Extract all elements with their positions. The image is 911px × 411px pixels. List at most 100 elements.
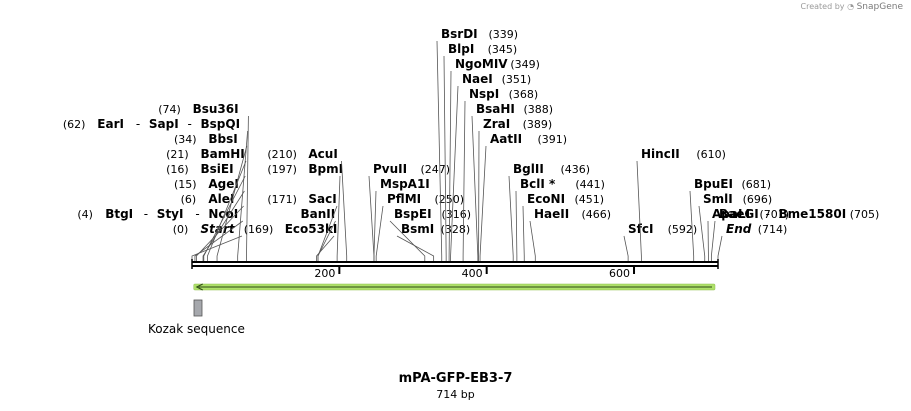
site-leader: [368, 175, 375, 261]
site-position: (681): [742, 178, 772, 191]
site-leader: [698, 205, 706, 261]
site-leader: [462, 100, 466, 261]
site-separator: -: [766, 207, 770, 221]
site-position: (62): [63, 118, 86, 131]
site-leader: [317, 220, 336, 261]
site-position: (6): [181, 193, 197, 206]
sequence-backbone: [191, 259, 719, 269]
site-label-left: (74) Bsu36I: [158, 102, 238, 116]
site-label-center: BsmI (328): [401, 222, 470, 236]
site-leader: [515, 190, 518, 261]
enzyme-name: StyI: [157, 207, 184, 221]
site-leader-lines: [191, 40, 723, 261]
site-leader: [373, 190, 377, 261]
site-label-center: BlpI (345): [448, 42, 517, 56]
site-position: (701): [760, 208, 790, 221]
site-position: (466): [582, 208, 612, 221]
site-label-right: SfcI (592): [628, 222, 697, 236]
plasmid-length: 714 bp: [436, 388, 475, 401]
site-position: (696): [743, 193, 773, 206]
enzyme-name: BsiEI: [201, 162, 234, 176]
site-leader: [508, 175, 514, 261]
site-separator: -: [144, 207, 148, 221]
site-separator: -: [195, 207, 199, 221]
site-position: (4): [77, 208, 93, 221]
site-leader: [443, 55, 447, 261]
enzyme-name: ZraI: [483, 117, 510, 131]
enzyme-name: EcoNI: [527, 192, 565, 206]
enzyme-name: HincII: [641, 147, 680, 161]
site-label-center: HaeII (466): [534, 207, 611, 221]
site-label-left: (62) EarI - SapI - BspQI: [63, 117, 240, 131]
site-label-right: HincII (610): [641, 147, 726, 161]
site-leader: [448, 70, 452, 261]
site-label-mid: (171) SacI: [267, 192, 336, 206]
site-position: (247): [421, 163, 451, 176]
site-leader: [336, 175, 341, 261]
site-label-left: (21) BamHI: [166, 147, 245, 161]
site-leader: [389, 220, 426, 261]
site-label-left: (6) AleI: [181, 192, 235, 206]
enzyme-name: MspA1I: [380, 177, 430, 191]
site-position: (21): [166, 148, 189, 161]
site-label-center: BsrDI (339): [441, 27, 518, 41]
enzyme-name: BamHI: [201, 147, 245, 161]
site-position: (210): [267, 148, 297, 161]
site-leader: [237, 130, 248, 261]
site-leader: [436, 40, 443, 261]
site-position: (74): [158, 103, 181, 116]
site-position: (451): [575, 193, 605, 206]
site-leader: [471, 115, 479, 261]
site-label-center: NgoMIV (349): [455, 57, 540, 71]
site-label-center: EcoNI (451): [527, 192, 604, 206]
site-leader: [207, 160, 247, 261]
enzyme-name: BbsI: [208, 132, 237, 146]
enzyme-name: AcuI: [308, 147, 337, 161]
site-position: (197): [267, 163, 297, 176]
site-leader: [396, 235, 435, 261]
enzyme-name: Bsu36I: [193, 102, 239, 116]
site-label-center: BclI * (441): [520, 177, 605, 191]
site-leader: [689, 190, 695, 261]
site-label-mid: (169) Eco53kI: [244, 222, 338, 236]
site-label-left: (16) BsiEI: [166, 162, 233, 176]
site-label-right: BaeGI - Bme1580I (705): [719, 207, 879, 221]
enzyme-name: BanII: [301, 207, 336, 221]
site-position: (171): [267, 193, 297, 206]
site-label-left: (34) BbsI: [174, 132, 238, 146]
site-label-mid: (210) AcuI: [267, 147, 337, 161]
enzyme-name: BtgI: [105, 207, 133, 221]
enzyme-name: SacI: [308, 192, 336, 206]
site-position: (349): [510, 58, 540, 71]
brand-name: SnapGene: [856, 2, 903, 12]
site-separator: -: [136, 117, 140, 131]
site-leader: [450, 85, 459, 261]
ruler-ticks: 200 400 600: [314, 266, 636, 280]
restriction-site-labels: (74) Bsu36I(62) EarI - SapI - BspQI(34) BbsI(21…: [63, 27, 879, 236]
enzyme-name: BsaHI: [476, 102, 515, 116]
enzyme-name: HaeII: [534, 207, 569, 221]
enzyme-name: ApaLI: [712, 207, 750, 221]
site-leader: [194, 220, 244, 261]
enzyme-name: SfcI: [628, 222, 653, 236]
plasmid-name: mPA-GFP-EB3-7: [398, 371, 513, 386]
site-label-left: (15) AgeI: [174, 177, 239, 191]
site-label-center: BsaHI (388): [476, 102, 553, 116]
site-position: (169): [244, 223, 274, 236]
site-position: (351): [502, 73, 532, 86]
enzyme-name: NspI: [469, 87, 499, 101]
enzyme-name: NcoI: [208, 207, 238, 221]
enzyme-name: AatII: [490, 132, 522, 146]
enzyme-name: PflMI: [387, 192, 421, 206]
site-position: (610): [696, 148, 726, 161]
site-leader: [636, 160, 642, 261]
site-position: (15): [174, 178, 197, 191]
enzyme-name: BclI *: [520, 177, 556, 191]
site-position: (441): [575, 178, 605, 191]
site-leader: [202, 190, 245, 261]
site-label-center: AatII (391): [490, 132, 567, 146]
site-leader: [623, 235, 629, 261]
site-leader: [203, 175, 246, 261]
enzyme-name: Eco53kI: [285, 222, 338, 236]
